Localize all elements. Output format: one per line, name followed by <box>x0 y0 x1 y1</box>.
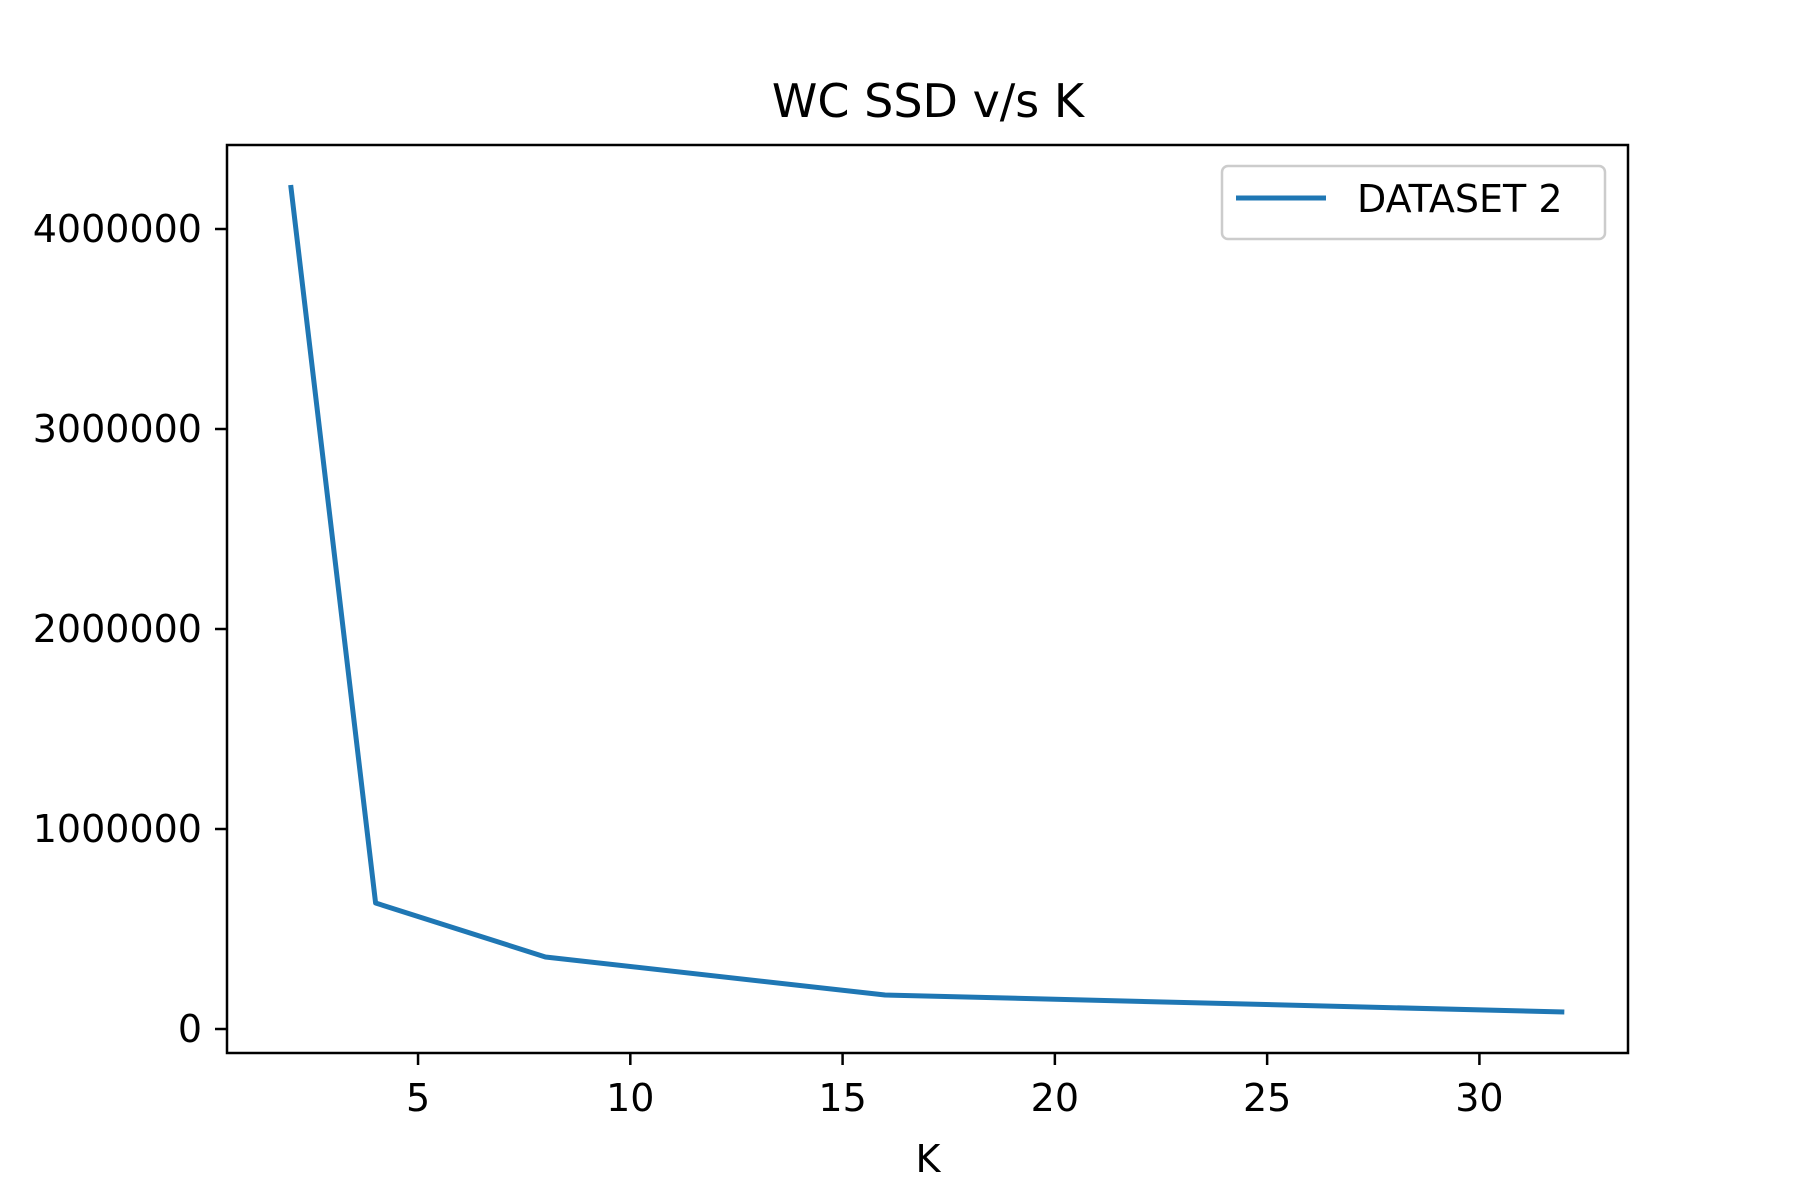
y-tick-label: 0 <box>178 1007 202 1051</box>
series-layer <box>288 184 1565 1015</box>
x-tick-label: 20 <box>1031 1076 1079 1120</box>
x-tick-label: 5 <box>406 1076 430 1120</box>
x-tick-label: 30 <box>1455 1076 1503 1120</box>
x-axis: 5 10 15 20 25 30 <box>406 1053 1504 1120</box>
x-tick-label: 15 <box>818 1076 866 1120</box>
y-tick-label: 3000000 <box>33 407 202 451</box>
legend-label: DATASET 2 <box>1357 177 1563 221</box>
x-tick-label: 25 <box>1243 1076 1291 1120</box>
legend-box <box>1220 164 1607 241</box>
x-tick-label: 10 <box>606 1076 654 1120</box>
series-line-dataset-2 <box>288 184 1565 1015</box>
chart-title: WC SSD v/s K <box>772 74 1086 128</box>
y-tick-label: 4000000 <box>33 207 202 251</box>
plot-area-frame <box>225 143 1630 1055</box>
y-tick-label: 1000000 <box>33 807 202 851</box>
legend: DATASET 2 <box>1220 164 1607 241</box>
x-axis-label: K <box>916 1137 942 1181</box>
y-axis: 0 1000000 2000000 3000000 4000000 <box>33 207 227 1051</box>
y-tick-label: 2000000 <box>33 607 202 651</box>
